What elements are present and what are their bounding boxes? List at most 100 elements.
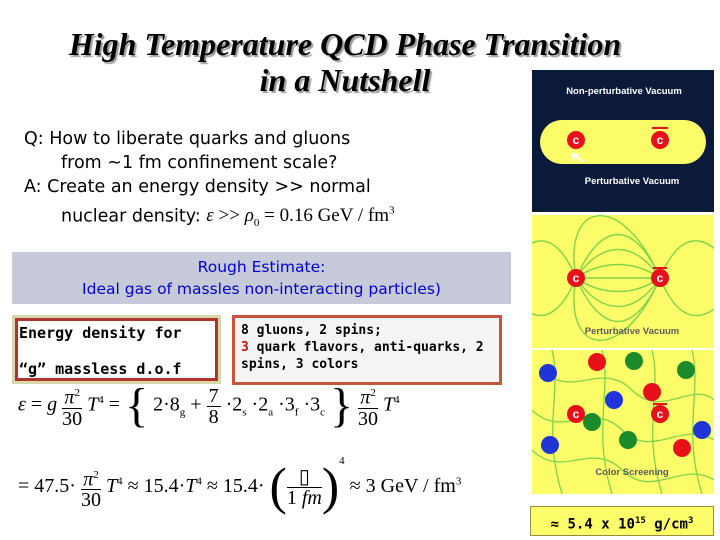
eq2-approx-2: ≈	[206, 475, 218, 497]
eq2-outer-exp: 4	[339, 455, 345, 467]
energy-density-result-equation: = 47.5· π2 30 T4 ≈ 15.4·T4 ≈ 15.4· (▯ 1 fm…	[18, 455, 461, 513]
question-line-1: Q: How to liberate quarks and gluons	[24, 129, 351, 149]
quarks-text: quark flavors, anti-quarks, 2 spins, 3 c…	[241, 340, 484, 372]
green-charge-3	[583, 413, 601, 431]
answer-line-2: nuclear density: ε >> ρ0 = 0.16 GeV / fm…	[24, 199, 494, 235]
density-value: 5.4 x 10	[567, 516, 635, 533]
nuclear-density-value: 0.16	[279, 205, 313, 227]
rho-subscript: 0	[253, 217, 260, 230]
blue-charge-4	[541, 436, 559, 454]
eq1-sub-a: a	[268, 406, 274, 419]
green-charge-4	[619, 431, 637, 449]
question-line-2: from ~1 fm confinement scale?	[61, 153, 338, 173]
label-color-screening: Color Screening	[595, 467, 669, 478]
eq1-three-c: 3	[310, 393, 321, 416]
eq2-fm-numerator-box: ▯	[286, 467, 322, 488]
arrow-icon	[571, 153, 585, 163]
eq1-dot-3: ·	[251, 393, 259, 416]
degrees-of-freedom-box: 8 gluons, 2 spins; 3 quark flavors, anti…	[232, 315, 502, 385]
eq2-fm: fm	[301, 486, 322, 509]
blue-charge	[539, 364, 557, 382]
eq2-pi-fraction: π2 30	[80, 465, 101, 512]
eq2-dot: ·	[69, 475, 76, 497]
eq2-approx: ≈	[127, 475, 139, 497]
quark-circle-3	[567, 405, 585, 423]
eq1-T-exp: 4	[98, 393, 104, 406]
eq2-coef-3: 15.4	[222, 475, 258, 497]
eq2-den: 30	[80, 489, 101, 512]
red-charge	[588, 353, 606, 371]
vacuum-diagram-panel: Non-perturbative Vacuum Perturbative Vac…	[532, 70, 714, 494]
eq2-one: 1	[286, 486, 297, 509]
eq2-fm-fraction: ▯ 1 fm	[286, 467, 322, 509]
eq1-two: 2	[153, 393, 164, 416]
energy-density-box: Energy density for “g” massless d.o.f	[12, 315, 221, 384]
rough-estimate-line-2: Ideal gas of massles non-interacting par…	[82, 280, 441, 298]
eq2-coef: 47.5	[34, 475, 70, 497]
eq1-equals: =	[30, 393, 43, 416]
label-perturbative-vacuum-mid: Perturbative Vacuum	[585, 326, 680, 337]
much-greater-symbol: >>	[218, 205, 240, 227]
eq1-equals-2: =	[108, 393, 121, 416]
eq1-eight-den: 8	[208, 405, 219, 428]
eq1-den-2: 30	[358, 407, 379, 430]
epsilon-symbol: ε	[206, 205, 214, 227]
eq2-right-paren: )	[321, 458, 340, 516]
eq1-sub-c: c	[320, 406, 325, 419]
answer-line-1: A: Create an energy density >> normal	[24, 177, 371, 197]
label-non-perturbative-vacuum: Non-perturbative Vacuum	[566, 86, 682, 97]
green-charge-2	[677, 361, 695, 379]
perturbative-vacuum-region	[532, 215, 714, 348]
unit-exponent: 3	[388, 205, 395, 217]
red-charge-3	[673, 439, 691, 457]
quark-label-2: c	[573, 271, 580, 285]
density-result-box: ≈ 5.4 x 1015 g/cm3	[530, 506, 714, 536]
question-answer-block: Q: How to liberate quarks and gluons fro…	[24, 127, 494, 235]
eq1-pi-fraction-2: π2 30	[358, 383, 379, 430]
green-charge	[625, 352, 643, 370]
eq2-T-exp: 4	[117, 475, 123, 488]
eq2-T: T	[105, 475, 118, 497]
antiquark-circle-2	[651, 269, 669, 287]
antiquark-label: c	[657, 133, 664, 147]
answer-line-2-text: nuclear density:	[61, 206, 201, 227]
eq1-sub-f: f	[294, 406, 299, 419]
density-exp: 15	[634, 516, 646, 526]
rough-estimate-line-1: Rough Estimate:	[197, 258, 326, 276]
gluons-line: 8 gluons, 2 spins;	[241, 323, 382, 338]
screening-field-lines	[532, 350, 714, 494]
eq1-sub-s: s	[242, 406, 247, 419]
page-title: High Temperature QCD Phase Transition in…	[0, 26, 690, 98]
eq1-pi: π	[64, 386, 75, 409]
eq2-approx-3: ≈	[349, 475, 361, 497]
density-unit-exp: 3	[687, 516, 694, 526]
blue-charge-2	[605, 391, 623, 409]
energy-density-line-1: Energy density for	[19, 324, 182, 342]
nuclear-density-formula: ε >> ρ0 = 0.16 GeV / fm3	[206, 205, 395, 230]
eq2-coef-2: 15.4	[143, 475, 179, 497]
eq1-pi-fraction: π2 30	[62, 383, 83, 429]
eq1-pi-2: π	[360, 386, 371, 409]
quark-circle	[567, 131, 585, 149]
eq2-pi-exp: 2	[93, 468, 99, 481]
eq1-three-f: 3	[284, 393, 295, 416]
eq2-dot-2: ·	[178, 475, 186, 497]
eq1-left-brace: {	[125, 379, 149, 432]
eq1-dot-2: ·	[225, 393, 233, 416]
eq1-epsilon: ε	[18, 393, 26, 416]
eq1-pi-exp: 2	[74, 387, 80, 400]
quark-label: c	[573, 133, 580, 147]
eq1-T-exp-2: 4	[394, 393, 400, 406]
eq1-right-brace: }	[330, 379, 354, 432]
bag-ellipse	[540, 120, 706, 164]
eq1-two-s: 2	[232, 393, 243, 416]
rough-estimate-banner: Rough Estimate: Ideal gas of massles non…	[12, 252, 511, 304]
nuclear-density-unit: GeV / fm	[317, 205, 389, 227]
field-lines	[532, 215, 714, 341]
eq1-plus: +	[190, 393, 202, 416]
antiquark-circle	[651, 131, 669, 149]
eq2-result: 3 GeV / fm	[365, 475, 456, 497]
quark-flavor-count: 3	[241, 340, 249, 355]
antiquark-label-3: c	[657, 407, 664, 421]
